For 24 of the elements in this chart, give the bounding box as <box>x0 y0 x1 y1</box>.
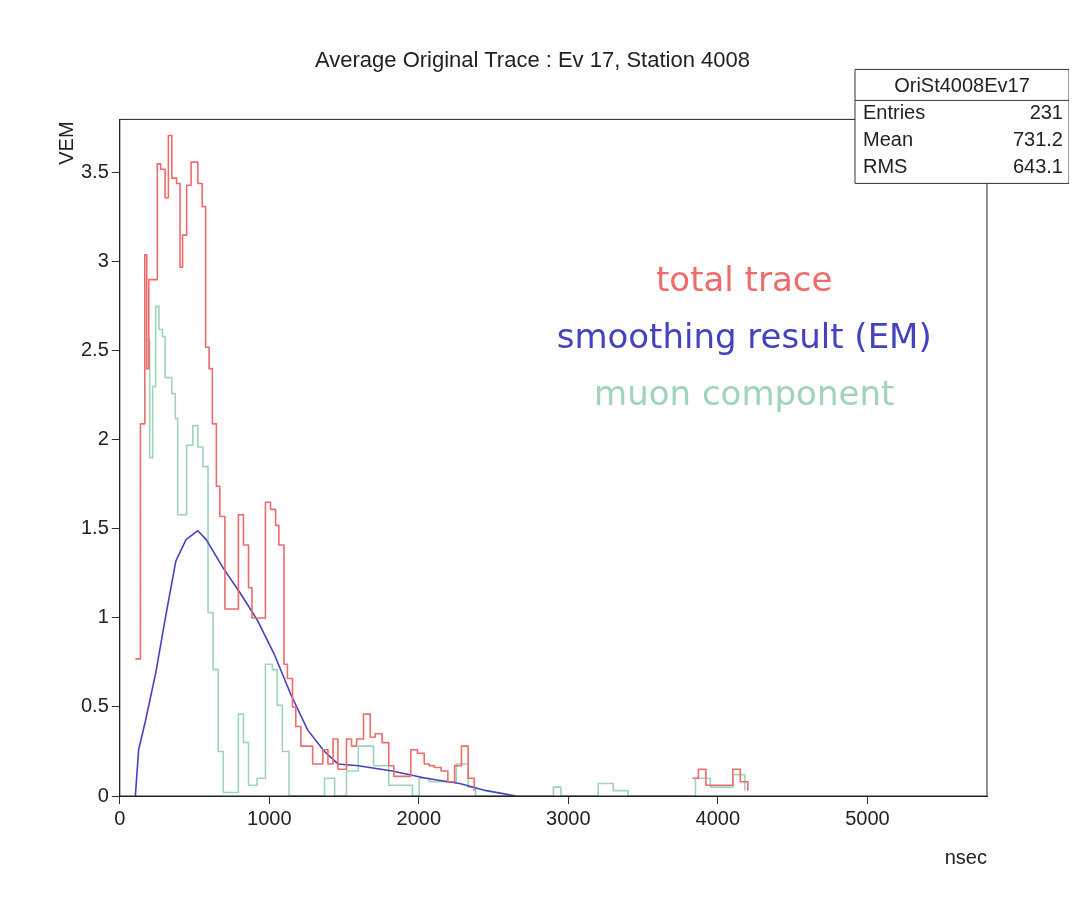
x-tick-label: 1000 <box>247 806 292 829</box>
y-tick-label: 1.5 <box>80 516 109 539</box>
x-tick-label: 0 <box>114 806 126 829</box>
text: total trace <box>656 258 833 299</box>
x-tick-label: 2000 <box>396 806 442 829</box>
x-tick-label: 3000 <box>546 806 591 829</box>
y-tick-label: 0.5 <box>80 694 109 717</box>
text: muon component <box>594 372 895 413</box>
y-tick-label: 3.5 <box>80 160 109 183</box>
y-tick-label: 0 <box>97 783 109 806</box>
y-axis-title: VEM <box>55 121 78 165</box>
x-tick-label: 4000 <box>695 806 741 829</box>
text: Mean 731.2 <box>863 128 1063 151</box>
y-tick-label: 1 <box>97 605 109 628</box>
chart-title: Average Original Trace : Ev 17, Station 4008 <box>315 47 750 73</box>
y-tick-label: 2 <box>97 427 109 450</box>
text: Entries 231 <box>863 101 1063 124</box>
y-tick-label: 2.5 <box>80 338 109 361</box>
text: OriSt4008Ev17 <box>894 74 1030 97</box>
y-tick-label: 3 <box>97 249 109 272</box>
text: RMS 643.1 <box>863 155 1063 178</box>
text: smoothing result (EM) <box>556 315 932 356</box>
x-axis-title: nsec <box>944 845 987 868</box>
x-tick-label: 5000 <box>845 806 890 829</box>
